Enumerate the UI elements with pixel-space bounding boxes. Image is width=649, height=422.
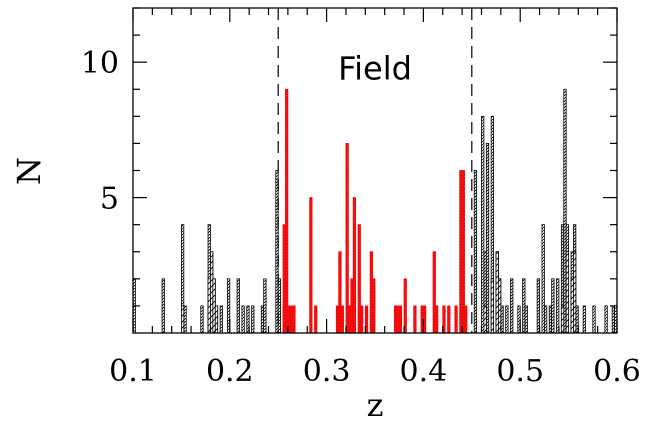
- y-tick-label: 10: [81, 46, 119, 81]
- bar-red-filled-23: [413, 305, 417, 334]
- bar-red-filled-33: [464, 305, 468, 334]
- bar-sparse-hatch-6: [490, 278, 494, 334]
- bar-sparse-hatch-8: [498, 278, 502, 334]
- bar-outline-dense-hatch-20: [473, 170, 478, 334]
- bar-sparse-hatch-10: [565, 251, 569, 334]
- y-axis-label: N: [10, 157, 48, 185]
- x-tick-label: 0.4: [400, 354, 448, 389]
- bar-outline-dense-hatch-38: [556, 278, 560, 334]
- bar-sparse-hatch-9: [560, 305, 565, 334]
- bar-outline-dense-hatch-16: [263, 278, 267, 334]
- bar-outline-dense-hatch-4: [200, 305, 204, 334]
- annotations: Field: [338, 50, 412, 88]
- bar-outline-dense-hatch-35: [544, 305, 548, 334]
- bar-sparse-hatch-12: [573, 251, 577, 334]
- x-tick-label: 0.3: [303, 354, 351, 389]
- x-tick-label: 0.6: [593, 354, 641, 389]
- bar-outline-dense-hatch-18: [277, 278, 282, 334]
- bar-red-filled-1: [285, 88, 289, 334]
- bar-outline-dense-hatch-45: [582, 305, 586, 334]
- bar-red-filled-5: [309, 197, 313, 334]
- bars-layer: [132, 88, 618, 334]
- bar-sparse-hatch-4: [214, 305, 219, 334]
- tick-labels: 0.1 0.2 0.3 0.4 0.5 0.6 5 10: [81, 46, 641, 389]
- bar-red-filled-10: [345, 143, 349, 334]
- bar-red-filled-27: [435, 305, 439, 334]
- bar-red-filled-9: [340, 305, 344, 334]
- bar-red-filled-18: [372, 278, 376, 334]
- bar-red-filled-29: [447, 305, 451, 334]
- bar-red-filled-6: [314, 305, 318, 334]
- bar-outline-dense-hatch-23: [485, 143, 490, 334]
- annotation-text: Field: [338, 50, 412, 88]
- bar-outline-dense-hatch-29: [510, 278, 514, 334]
- bar-outline-dense-hatch-14: [251, 305, 255, 334]
- bar-red-filled-4: [292, 305, 296, 334]
- bar-sparse-hatch-0: [180, 305, 185, 334]
- bar-outline-dense-hatch-28: [505, 305, 509, 334]
- bar-outline-dense-hatch-46: [592, 305, 596, 334]
- y-tick-label: 5: [100, 182, 119, 217]
- bar-outline-dense-hatch-1: [161, 278, 165, 334]
- bar-red-filled-13: [352, 197, 357, 334]
- bar-outline-dense-hatch-37: [551, 278, 555, 334]
- x-axis-label: z: [367, 386, 384, 422]
- bar-red-filled-21: [398, 305, 403, 334]
- bar-outline-dense-hatch-33: [536, 278, 540, 334]
- bar-outline-dense-hatch-47: [604, 305, 608, 334]
- bar-red-filled-30: [454, 305, 458, 334]
- bar-red-filled-22: [403, 278, 407, 334]
- bar-outline-dense-hatch-11: [236, 278, 240, 334]
- plot-frame: [132, 7, 618, 334]
- x-tick-label: 0.5: [496, 354, 544, 389]
- bar-outline-dense-hatch-32: [524, 305, 528, 334]
- bar-red-filled-15: [360, 305, 364, 334]
- bar-outline-dense-hatch-12: [241, 305, 245, 334]
- bar-sparse-hatch-5: [483, 305, 487, 334]
- reference-lines: [277, 8, 473, 333]
- bar-outline-dense-hatch-9: [219, 305, 223, 334]
- x-tick-label: 0.2: [206, 354, 254, 389]
- x-tick-label: 0.1: [109, 354, 157, 389]
